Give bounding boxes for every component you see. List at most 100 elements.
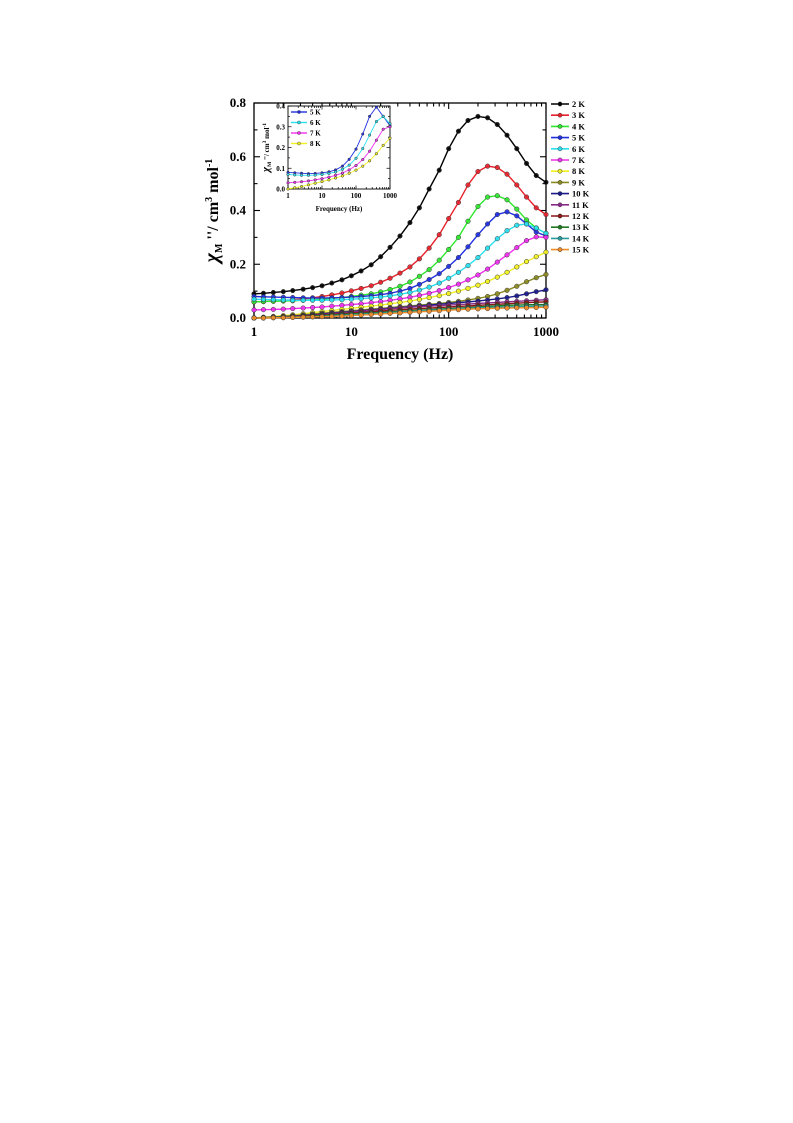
data-point xyxy=(504,305,510,311)
inset-data-point xyxy=(381,143,385,147)
data-point xyxy=(270,306,276,312)
data-point xyxy=(523,238,530,244)
data-point xyxy=(465,277,471,283)
inset-y-title-subscript: M xyxy=(267,161,273,167)
data-point xyxy=(397,283,403,289)
legend-label: 4 K xyxy=(572,121,585,131)
data-point xyxy=(504,228,510,234)
inset-x-tick-label: 1000 xyxy=(383,192,398,200)
data-point xyxy=(416,296,422,303)
data-point xyxy=(300,314,306,320)
inset-data-point xyxy=(388,122,392,126)
data-point xyxy=(329,280,335,286)
inset-series-line xyxy=(287,137,391,190)
data-point xyxy=(514,213,520,219)
data-point xyxy=(426,308,432,314)
inset-data-point xyxy=(306,183,311,187)
data-point xyxy=(514,146,520,152)
data-point xyxy=(436,232,442,238)
legend-marker xyxy=(557,157,563,163)
inset-y-tick-label: 0.3 xyxy=(276,123,285,131)
inset-y-tick-label: 0.4 xyxy=(276,103,285,111)
data-point xyxy=(358,296,364,302)
series-15k xyxy=(251,304,549,321)
series-2k xyxy=(251,113,549,297)
inset-data-point xyxy=(333,173,338,177)
y-tick-label: 0.6 xyxy=(230,149,247,164)
legend-marker xyxy=(557,168,563,174)
legend-label: 12 K xyxy=(572,211,590,221)
series-6k xyxy=(251,221,549,303)
legend-marker xyxy=(557,146,563,152)
inset-data-point xyxy=(299,184,304,189)
inset-data-point xyxy=(381,114,385,118)
y-axis-title: χM ''/ cm3 mol-1 xyxy=(201,159,225,266)
inset-data-point xyxy=(293,180,297,184)
inset-y-title-unit: ''/ cm xyxy=(263,143,271,161)
x-tick-label: 1000 xyxy=(533,324,559,339)
data-point xyxy=(270,297,276,303)
inset-series-5k xyxy=(286,105,392,176)
legend-marker xyxy=(557,101,563,107)
legend-marker xyxy=(557,224,563,230)
data-point xyxy=(485,278,491,285)
legend-marker xyxy=(557,112,563,118)
main-legend: 2 K3 K4 K 5 K6 K7 K8 K9 K 10 K11 K12 K13 K… xyxy=(551,99,590,255)
data-point xyxy=(514,283,520,289)
data-point xyxy=(260,296,266,303)
legend-marker xyxy=(557,180,563,185)
legend-label: 9 K xyxy=(572,177,585,187)
legend-label: 5 K xyxy=(572,133,585,143)
inset-data-point xyxy=(327,171,331,175)
inset-data-point xyxy=(313,173,317,177)
inset-data-point xyxy=(347,163,351,167)
legend-label: 7 K xyxy=(572,155,585,165)
data-point xyxy=(514,206,520,212)
data-point xyxy=(387,244,393,250)
data-point xyxy=(494,193,500,199)
data-point xyxy=(446,275,452,281)
data-point xyxy=(319,283,325,289)
data-point xyxy=(523,194,530,200)
data-point xyxy=(436,308,442,314)
data-point xyxy=(416,309,422,315)
inset-data-point xyxy=(361,146,365,151)
data-point xyxy=(300,286,306,292)
inset-data-point xyxy=(327,178,331,182)
inset-series-line xyxy=(287,126,391,184)
inset-data-point xyxy=(340,164,345,168)
inset-data-point xyxy=(293,186,297,190)
inset-data-point xyxy=(286,187,290,191)
data-point xyxy=(543,234,549,240)
data-point xyxy=(465,218,471,224)
data-point xyxy=(426,295,432,301)
data-point xyxy=(290,288,296,294)
data-point xyxy=(514,182,520,188)
data-point xyxy=(475,168,481,175)
inset-y-title-unit: mol xyxy=(263,128,271,141)
data-point xyxy=(494,274,500,280)
data-point xyxy=(485,163,491,169)
data-point xyxy=(533,205,539,211)
data-point xyxy=(426,284,432,290)
data-point xyxy=(358,312,364,318)
data-point xyxy=(504,171,510,177)
inset-data-point xyxy=(354,168,358,172)
inset-y-title-superscript: 3 xyxy=(262,140,268,143)
inset-data-point xyxy=(299,173,304,177)
data-point xyxy=(475,232,481,238)
data-point xyxy=(280,306,286,312)
data-point xyxy=(300,297,306,303)
legend-label: 11 K xyxy=(572,200,589,210)
data-point xyxy=(436,288,442,294)
x-tick-label: 10 xyxy=(345,324,358,339)
inset-legend-label: 8 K xyxy=(310,140,321,148)
data-point xyxy=(416,287,422,293)
inset-data-point xyxy=(368,114,372,118)
data-point xyxy=(514,305,520,311)
data-point xyxy=(446,216,452,222)
inset-data-point xyxy=(333,176,338,180)
data-point xyxy=(426,245,432,251)
data-point xyxy=(436,271,442,277)
